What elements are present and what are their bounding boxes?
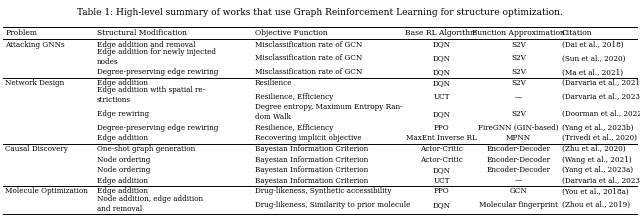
Text: FireGNN (GIN-based): FireGNN (GIN-based) <box>478 124 559 132</box>
Text: Degree-preserving edge rewiring: Degree-preserving edge rewiring <box>97 124 218 132</box>
Text: MPNN: MPNN <box>506 134 531 142</box>
Text: Base RL Algorithm: Base RL Algorithm <box>406 29 477 37</box>
Text: DQN: DQN <box>433 110 451 118</box>
Text: Misclassification rate of GCN: Misclassification rate of GCN <box>255 54 362 62</box>
Text: Edge addition for newly injected
nodes: Edge addition for newly injected nodes <box>97 48 216 66</box>
Text: Encoder-Decoder: Encoder-Decoder <box>486 145 550 153</box>
Text: Molecular fingerprint: Molecular fingerprint <box>479 201 558 209</box>
Text: DQN: DQN <box>433 54 451 62</box>
Text: DQN: DQN <box>433 41 451 49</box>
Text: Molecule Optimization: Molecule Optimization <box>5 187 88 195</box>
Text: (Yang et al., 2023a): (Yang et al., 2023a) <box>562 166 633 174</box>
Text: Bayesian Information Criterion: Bayesian Information Criterion <box>255 145 368 153</box>
Text: DQN: DQN <box>433 166 451 174</box>
Text: S2V: S2V <box>511 41 526 49</box>
Text: Actor-Critic: Actor-Critic <box>420 145 463 153</box>
Text: Misclassification rate of GCN: Misclassification rate of GCN <box>255 41 362 49</box>
Text: Structural Modification: Structural Modification <box>97 29 187 37</box>
Text: Degree-preserving edge rewiring: Degree-preserving edge rewiring <box>97 68 218 76</box>
Text: DQN: DQN <box>433 68 451 76</box>
Text: (Doorman et al., 2022): (Doorman et al., 2022) <box>562 110 640 118</box>
Text: (Wang et al., 2021): (Wang et al., 2021) <box>562 156 632 164</box>
Text: UCT: UCT <box>433 93 450 101</box>
Text: Resilience: Resilience <box>255 79 292 87</box>
Text: (Darvaria et al., 2021a): (Darvaria et al., 2021a) <box>562 79 640 87</box>
Text: (Yang et al., 2023b): (Yang et al., 2023b) <box>562 124 634 132</box>
Text: Edge rewiring: Edge rewiring <box>97 110 148 118</box>
Text: Encoder-Decoder: Encoder-Decoder <box>486 166 550 174</box>
Text: Bayesian Information Criterion: Bayesian Information Criterion <box>255 156 368 164</box>
Text: S2V: S2V <box>511 79 526 87</box>
Text: Drug-likeness, Synthetic accessibility: Drug-likeness, Synthetic accessibility <box>255 187 391 195</box>
Text: Problem: Problem <box>5 29 37 37</box>
Text: —: — <box>515 177 522 185</box>
Text: (Dai et al., 2018): (Dai et al., 2018) <box>562 41 623 49</box>
Text: (Sun et al., 2020): (Sun et al., 2020) <box>562 54 625 62</box>
Text: UCT: UCT <box>433 177 450 185</box>
Text: Citation: Citation <box>562 29 593 37</box>
Text: Misclassification rate of GCN: Misclassification rate of GCN <box>255 68 362 76</box>
Text: Node ordering: Node ordering <box>97 156 150 164</box>
Text: S2V: S2V <box>511 68 526 76</box>
Text: Resilience, Efficiency: Resilience, Efficiency <box>255 124 333 132</box>
Text: Bayesian Information Criterion: Bayesian Information Criterion <box>255 166 368 174</box>
Text: Edge addition: Edge addition <box>97 187 148 195</box>
Text: Drug-likeness, Similarity to prior molecule: Drug-likeness, Similarity to prior molec… <box>255 201 410 209</box>
Text: (You et al., 2018a): (You et al., 2018a) <box>562 187 628 195</box>
Text: PPO: PPO <box>434 187 449 195</box>
Text: Causal Discovery: Causal Discovery <box>5 145 68 153</box>
Text: One-shot graph generation: One-shot graph generation <box>97 145 195 153</box>
Text: Degree entropy, Maximum Entropy Ran-
dom Walk: Degree entropy, Maximum Entropy Ran- dom… <box>255 103 403 121</box>
Text: Objective Function: Objective Function <box>255 29 328 37</box>
Text: DQN: DQN <box>433 201 451 209</box>
Text: MaxEnt Inverse RL: MaxEnt Inverse RL <box>406 134 477 142</box>
Text: (Trivedi et al., 2020): (Trivedi et al., 2020) <box>562 134 637 142</box>
Text: Edge addition: Edge addition <box>97 79 148 87</box>
Text: Edge addition: Edge addition <box>97 177 148 185</box>
Text: S2V: S2V <box>511 54 526 62</box>
Text: Attacking GNNs: Attacking GNNs <box>5 41 65 49</box>
Text: Bayesian Information Criterion: Bayesian Information Criterion <box>255 177 368 185</box>
Text: (Zhou et al., 2019): (Zhou et al., 2019) <box>562 201 630 209</box>
Text: Resilience, Efficiency: Resilience, Efficiency <box>255 93 333 101</box>
Text: Recovering implicit objective: Recovering implicit objective <box>255 134 362 142</box>
Text: Function Approximation: Function Approximation <box>472 29 565 37</box>
Text: (Darvaria et al., 2023b): (Darvaria et al., 2023b) <box>562 177 640 185</box>
Text: Node ordering: Node ordering <box>97 166 150 174</box>
Text: Network Design: Network Design <box>5 79 65 87</box>
Text: Node addition, edge addition
and removal: Node addition, edge addition and removal <box>97 195 203 212</box>
Text: PPO: PPO <box>434 124 449 132</box>
Text: GCN: GCN <box>509 187 527 195</box>
Text: Edge addition: Edge addition <box>97 134 148 142</box>
Text: Encoder-Decoder: Encoder-Decoder <box>486 156 550 164</box>
Text: (Darvaria et al., 2023a): (Darvaria et al., 2023a) <box>562 93 640 101</box>
Text: Actor-Critic: Actor-Critic <box>420 156 463 164</box>
Text: Edge addition and removal: Edge addition and removal <box>97 41 195 49</box>
Text: (Zhu et al., 2020): (Zhu et al., 2020) <box>562 145 625 153</box>
Text: DQN: DQN <box>433 79 451 87</box>
Text: S2V: S2V <box>511 110 526 118</box>
Text: Table 1: High-level summary of works that use Graph Reinforcement Learning for s: Table 1: High-level summary of works tha… <box>77 8 563 16</box>
Text: —: — <box>515 93 522 101</box>
Text: (Ma et al., 2021): (Ma et al., 2021) <box>562 68 623 76</box>
Text: Edge addition with spatial re-
strictions: Edge addition with spatial re- striction… <box>97 86 205 104</box>
